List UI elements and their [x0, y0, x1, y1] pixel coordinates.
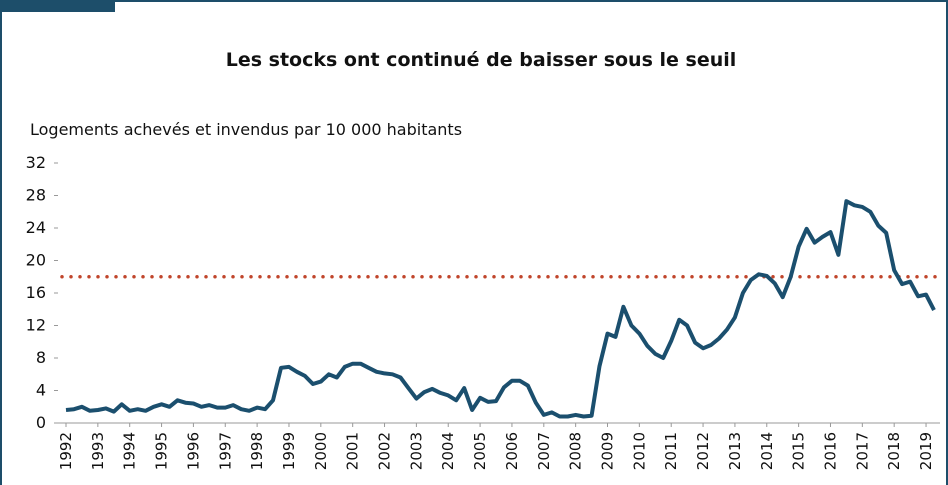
- y-tick-label: 24: [26, 218, 46, 237]
- x-tick-label: 2007: [535, 432, 553, 470]
- y-tick-label: 4: [36, 381, 46, 400]
- data-line: [65, 199, 936, 419]
- x-tick-label: 2014: [758, 432, 776, 470]
- x-tick-label: 2005: [471, 432, 489, 470]
- y-tick-label: 12: [26, 316, 46, 335]
- x-tick-label: 2006: [503, 432, 521, 470]
- y-tick-label: 8: [36, 348, 46, 367]
- y-tick-label: 28: [26, 186, 46, 205]
- y-tick-label: 16: [26, 283, 46, 302]
- x-tick-label: 2015: [790, 432, 808, 470]
- x-tick-label: 2003: [407, 432, 425, 470]
- x-tick-label: 2011: [662, 432, 680, 470]
- x-tick-label: 2002: [376, 432, 394, 470]
- chart-title: Les stocks ont continué de baisser sous …: [226, 49, 737, 71]
- y-tick-label: 20: [26, 251, 46, 270]
- x-tick-label: 2016: [821, 432, 839, 470]
- x-tick-label: 2012: [694, 432, 712, 470]
- y-axis-label: Logements achevés et invendus par 10 000…: [30, 120, 462, 139]
- x-tick-label: 2013: [726, 432, 744, 470]
- x-tick-label: 2001: [344, 432, 362, 470]
- y-tick-label: 32: [26, 153, 46, 172]
- x-tick-label: 2009: [599, 432, 617, 470]
- x-tick-label: 1992: [57, 432, 75, 470]
- x-tick-label: 1995: [153, 432, 171, 470]
- x-tick-label: 1994: [121, 432, 139, 470]
- x-tick-label: 1996: [184, 432, 202, 470]
- y-tick-label: 0: [36, 413, 46, 432]
- x-tick-label: 2018: [885, 432, 903, 470]
- x-tick-label: 1997: [216, 432, 234, 470]
- x-tick-label: 2008: [567, 432, 585, 470]
- x-tick-label: 1993: [89, 432, 107, 470]
- x-tick-label: 2017: [853, 432, 871, 470]
- x-tick-label: 1998: [248, 432, 266, 470]
- tab: [0, 0, 115, 12]
- x-tick-label: 2019: [917, 432, 935, 470]
- x-tick-label: 1999: [280, 432, 298, 470]
- x-tick-label: 2010: [630, 432, 648, 470]
- x-tick-label: 2000: [312, 432, 330, 470]
- x-tick-label: 2004: [439, 432, 457, 470]
